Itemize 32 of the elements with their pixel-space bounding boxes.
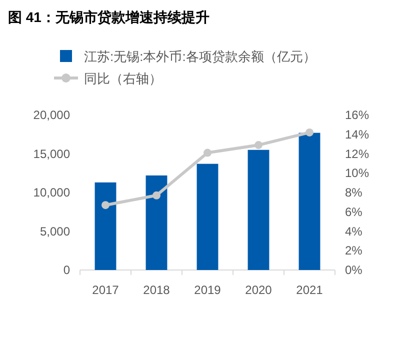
point bbox=[204, 148, 212, 157]
y2-tick-label: 6% bbox=[345, 204, 363, 219]
y-tick-label: 10,000 bbox=[33, 186, 70, 200]
x-tick-label: 2021 bbox=[296, 283, 324, 297]
y2-tick-label: 12% bbox=[345, 146, 370, 161]
x-tick-label: 2018 bbox=[143, 283, 170, 297]
y2-tick-label: 0% bbox=[345, 263, 363, 277]
chart-title: 图 41：无锡市贷款增速持续提升 bbox=[8, 9, 210, 25]
bar bbox=[298, 132, 320, 270]
point bbox=[152, 191, 160, 200]
x-tick-label: 2020 bbox=[245, 283, 272, 297]
y2-tick-label: 4% bbox=[345, 224, 363, 238]
y2-tick-label: 14% bbox=[345, 127, 370, 142]
y-tick-label: 20,000 bbox=[33, 108, 70, 122]
bar bbox=[146, 175, 168, 270]
legend-label: 江苏:无锡:本外币:各项贷款余额（亿元） bbox=[84, 49, 316, 64]
point bbox=[254, 141, 262, 150]
bar bbox=[248, 150, 270, 270]
legend-label: 同比（右轴） bbox=[84, 71, 162, 86]
x-tick-label: 2019 bbox=[194, 283, 222, 297]
y2-tick-label: 2% bbox=[345, 244, 363, 258]
point bbox=[102, 201, 110, 210]
y-tick-label: 5,000 bbox=[40, 224, 70, 238]
y2-tick-label: 8% bbox=[345, 186, 363, 200]
x-tick-label: 2017 bbox=[92, 283, 120, 297]
bar bbox=[94, 182, 116, 270]
point bbox=[306, 128, 314, 136]
y2-tick-label: 16% bbox=[345, 108, 370, 122]
y-tick-label: 0 bbox=[63, 263, 70, 277]
bar bbox=[196, 164, 218, 270]
y2-tick-label: 10% bbox=[345, 166, 370, 180]
y-tick-label: 15,000 bbox=[33, 146, 70, 161]
